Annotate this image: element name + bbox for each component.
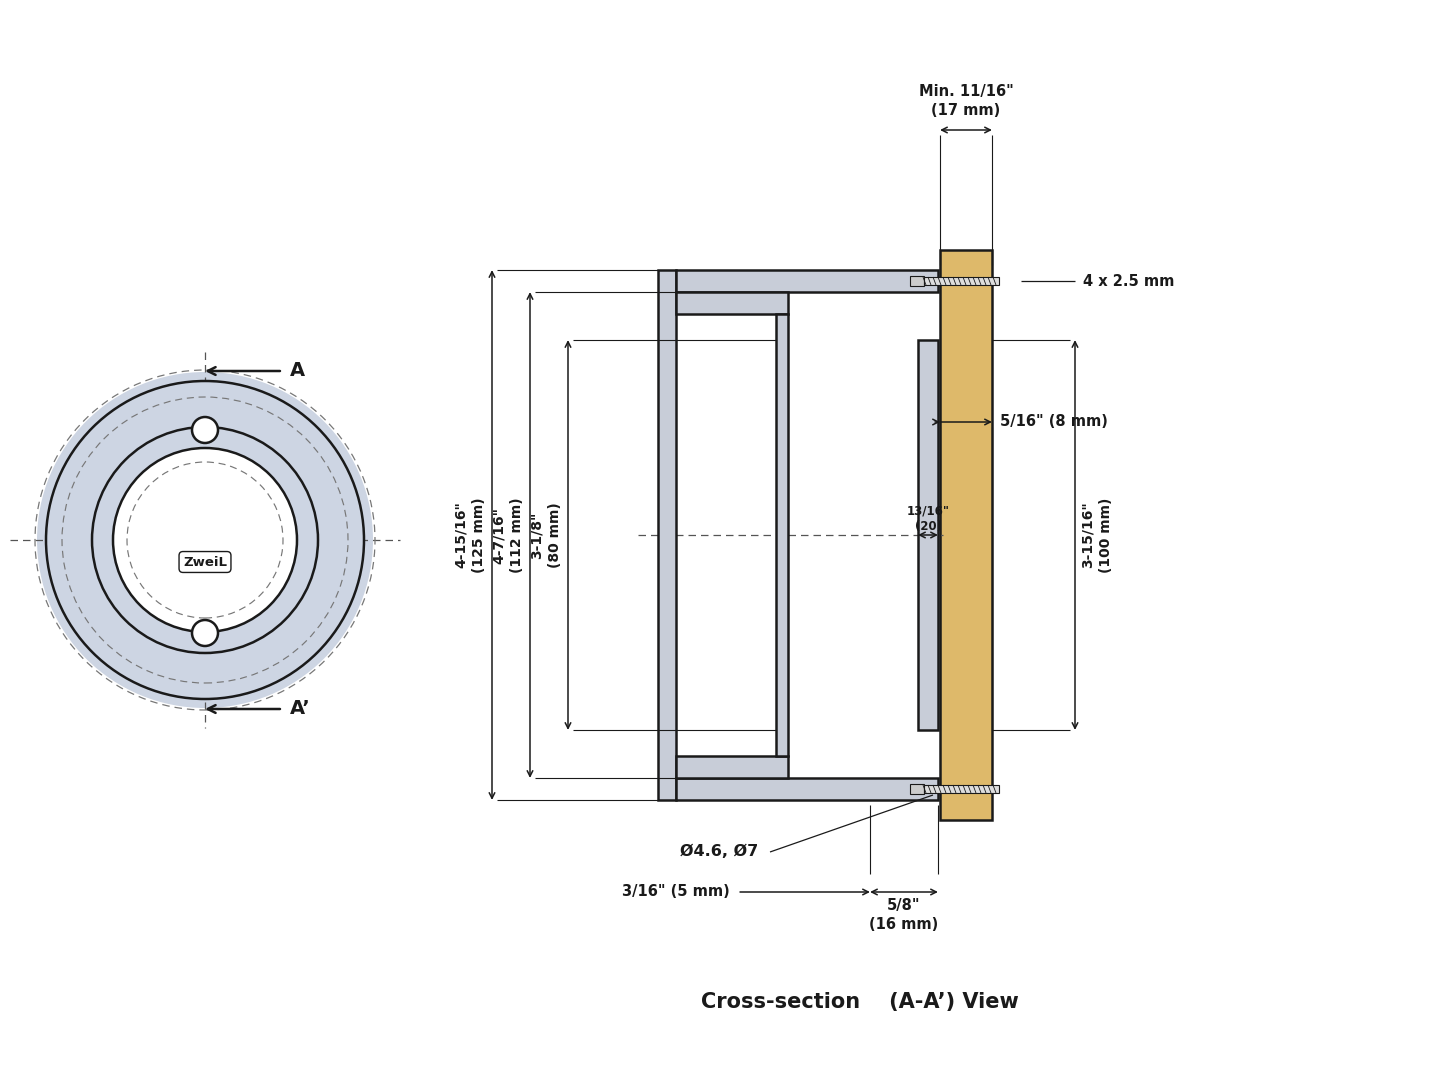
Text: 3-15/16"
(100 mm): 3-15/16" (100 mm) [1081, 498, 1113, 572]
Text: A’: A’ [290, 700, 311, 718]
Text: Ø4.6, Ø7: Ø4.6, Ø7 [681, 844, 759, 859]
Text: 5/8"
(16 mm): 5/8" (16 mm) [870, 898, 939, 932]
Text: Cross-section    (A-A’) View: Cross-section (A-A’) View [701, 992, 1019, 1012]
Bar [657, 270, 676, 800]
Ellipse shape [92, 427, 318, 653]
Text: 4 x 2.5 mm: 4 x 2.5 mm [1082, 274, 1175, 289]
Text: ZweiL: ZweiL [184, 555, 227, 568]
Bar [676, 270, 938, 292]
Text: 4-7/16"
(112 mm): 4-7/16" (112 mm) [491, 498, 525, 572]
Text: Min. 11/16"
(17 mm): Min. 11/16" (17 mm) [919, 85, 1013, 118]
Bar [941, 250, 993, 820]
Text: 4-15/16"
(125 mm): 4-15/16" (125 mm) [454, 498, 486, 572]
Ellipse shape [118, 454, 290, 626]
Ellipse shape [113, 448, 298, 632]
Circle shape [192, 417, 218, 443]
Text: 3-1/8"
(80 mm): 3-1/8" (80 mm) [530, 502, 562, 568]
Bar [676, 778, 938, 800]
Bar [676, 292, 788, 314]
Text: 5/16" (8 mm): 5/16" (8 mm) [1000, 414, 1108, 429]
Bar [910, 784, 923, 794]
Text: 13/16"
(20): 13/16" (20) [906, 505, 949, 533]
Bar [676, 756, 788, 778]
Text: 3/16" (5 mm): 3/16" (5 mm) [623, 885, 730, 900]
Bar [918, 340, 938, 730]
Ellipse shape [38, 372, 373, 708]
Circle shape [192, 620, 218, 646]
Bar [776, 314, 788, 756]
Bar [923, 277, 998, 285]
Text: A: A [290, 362, 305, 381]
Bar [923, 785, 998, 793]
Bar [910, 276, 923, 286]
Ellipse shape [46, 381, 364, 699]
